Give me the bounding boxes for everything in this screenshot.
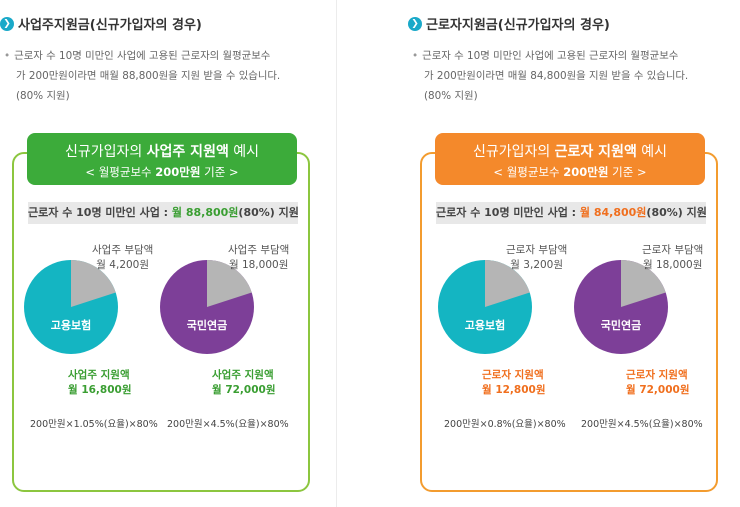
bullet-icon: • xyxy=(4,50,11,62)
pie-burden-slice xyxy=(71,260,116,307)
pie-center-label: 고용보험 xyxy=(51,318,91,332)
pie1-burden-label: 사업주 부담액 월 4,200원 xyxy=(92,244,154,271)
example-banner: 신규가입자의 근로자 지원액 예시 < 월평균보수 200만원 기준 > xyxy=(435,133,705,185)
pie1-burden-label: 근로자 부담액 월 3,200원 xyxy=(506,244,568,271)
employment-insurance-pie: 고용보험 xyxy=(24,260,118,354)
bullet-icon: • xyxy=(412,50,419,62)
pie2-support-label: 근로자 지원액 월 72,000원 xyxy=(626,369,690,396)
national-pension-pie: 국민연금 xyxy=(574,260,668,354)
summary-bar: 근로자 수 10명 미만인 사업 : 월 84,800원(80%) 지원 xyxy=(436,202,707,224)
pie-burden-slice xyxy=(621,260,666,307)
formula-national-pension: 200만원×4.5%(요율)×80% xyxy=(581,419,703,430)
section-heading: ❯ 근로자지원금(신규가입자의 경우) xyxy=(408,14,610,33)
pie-center-label: 고용보험 xyxy=(465,318,505,332)
pie2-support-label: 사업주 지원액 월 72,000원 xyxy=(212,369,276,396)
national-pension-pie: 국민연금 xyxy=(160,260,254,354)
pie-burden-slice xyxy=(485,260,530,307)
section-description: • 근로자 수 10명 미만인 사업에 고용된 근로자의 월평균보수 가 200만… xyxy=(4,50,281,102)
worker-support-section: ❯ 근로자지원금(신규가입자의 경우) • 근로자 수 10명 미만인 사업에 고… xyxy=(408,0,738,507)
summary-bar: 근로자 수 10명 미만인 사업 : 월 88,800원(80%) 지원 xyxy=(28,202,299,224)
pie1-support-label: 근로자 지원액 월 12,800원 xyxy=(482,369,546,396)
pie-center-label: 국민연금 xyxy=(187,318,227,332)
formula-employment-insurance: 200만원×1.05%(요율)×80% xyxy=(30,419,158,430)
example-banner: 신규가입자의 사업주 지원액 예시 < 월평균보수 200만원 기준 > xyxy=(27,133,297,185)
pie2-burden-label: 근로자 부담액 월 18,000원 xyxy=(642,244,704,271)
chevron-right-icon: ❯ xyxy=(408,16,422,31)
formula-national-pension: 200만원×4.5%(요율)×80% xyxy=(167,419,289,430)
pie2-burden-label: 사업주 부담액 월 18,000원 xyxy=(228,244,290,271)
column-divider xyxy=(336,0,337,507)
chevron-right-icon: ❯ xyxy=(0,16,14,31)
employer-support-section: ❯ 사업주지원금(신규가입자의 경우) • 근로자 수 10명 미만인 사업에 고… xyxy=(0,0,330,507)
section-heading: ❯ 사업주지원금(신규가입자의 경우) xyxy=(0,14,202,33)
pie-center-label: 국민연금 xyxy=(601,318,641,332)
pie-burden-slice xyxy=(207,260,252,307)
pie1-support-label: 사업주 지원액 월 16,800원 xyxy=(68,369,132,396)
section-description: • 근로자 수 10명 미만인 사업에 고용된 근로자의 월평균보수 가 200만… xyxy=(412,50,689,102)
formula-employment-insurance: 200만원×0.8%(요율)×80% xyxy=(444,419,566,430)
employment-insurance-pie: 고용보험 xyxy=(438,260,532,354)
